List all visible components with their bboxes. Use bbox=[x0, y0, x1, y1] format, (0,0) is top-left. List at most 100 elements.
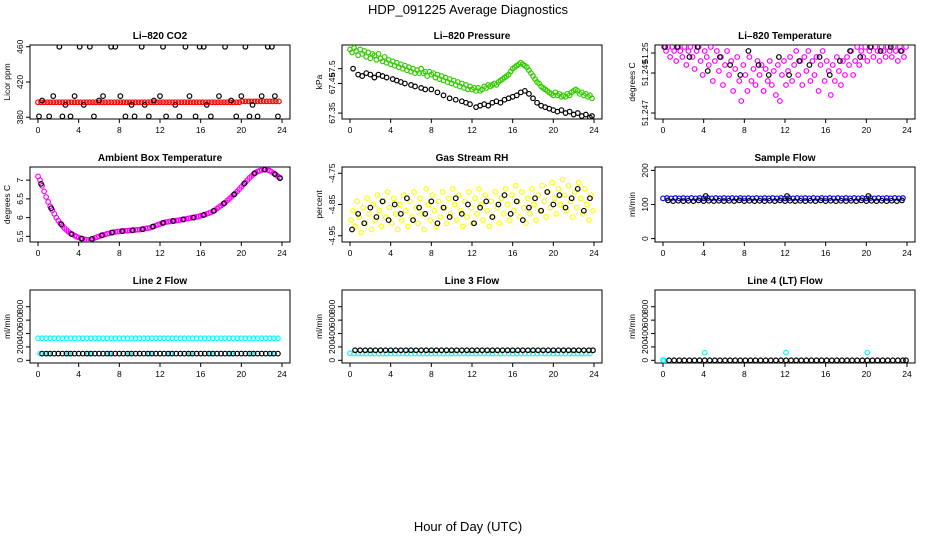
data-point bbox=[47, 99, 54, 106]
data-point bbox=[758, 62, 765, 68]
series-line bbox=[349, 185, 593, 233]
x-tick-label: 8 bbox=[429, 125, 434, 135]
data-point bbox=[186, 93, 193, 99]
data-point bbox=[182, 45, 189, 50]
data-point bbox=[494, 204, 501, 211]
data-point bbox=[901, 54, 907, 60]
series-avg bbox=[348, 176, 596, 236]
data-point bbox=[120, 99, 127, 106]
data-point bbox=[181, 99, 188, 106]
series-line bbox=[666, 357, 909, 363]
data-point bbox=[772, 357, 779, 363]
data-point bbox=[892, 48, 899, 54]
data-point bbox=[56, 99, 63, 106]
data-point bbox=[745, 48, 752, 54]
data-point bbox=[495, 201, 502, 208]
data-point bbox=[504, 201, 511, 208]
data-point bbox=[858, 48, 865, 54]
data-point bbox=[512, 182, 519, 189]
panel-sample_flow: Sample Flow ml/min 0 4 8 12 16 20 24 0 100 200 bbox=[627, 153, 916, 258]
data-point bbox=[803, 68, 810, 74]
panel-line2_flow: Line 2 Flow ml/min 0 4 8 12 16 20 24 0 20040060080… bbox=[2, 276, 291, 379]
data-point bbox=[696, 357, 703, 363]
data-point bbox=[707, 45, 714, 50]
data-point bbox=[48, 205, 55, 212]
data-point bbox=[45, 350, 52, 357]
data-point bbox=[434, 220, 441, 227]
x-tick-label: 4 bbox=[388, 125, 393, 135]
data-point bbox=[193, 99, 200, 106]
data-point bbox=[239, 98, 246, 105]
data-point bbox=[525, 195, 531, 202]
data-point bbox=[856, 62, 863, 68]
data-point bbox=[496, 220, 503, 227]
data-point bbox=[187, 99, 194, 106]
data-point bbox=[558, 107, 565, 114]
data-point bbox=[717, 357, 723, 363]
data-point bbox=[276, 98, 282, 105]
data-point bbox=[553, 210, 560, 217]
data-point bbox=[80, 102, 87, 108]
x-tick-label: 24 bbox=[902, 248, 912, 258]
data-point bbox=[899, 197, 905, 204]
data-point bbox=[122, 113, 129, 119]
data-point bbox=[245, 98, 252, 105]
data-point bbox=[422, 210, 429, 217]
data-point bbox=[416, 204, 423, 211]
data-point bbox=[135, 99, 142, 106]
data-point bbox=[190, 99, 197, 106]
data-point bbox=[842, 72, 848, 78]
y-tick-label: 400 bbox=[327, 326, 337, 340]
data-point bbox=[697, 58, 704, 64]
data-point bbox=[706, 357, 713, 363]
data-point bbox=[746, 54, 753, 60]
data-point bbox=[827, 92, 834, 98]
data-point bbox=[228, 97, 235, 104]
data-point bbox=[200, 45, 207, 50]
data-point bbox=[218, 99, 224, 106]
data-point bbox=[486, 223, 493, 230]
y-tick-label: 0 bbox=[327, 358, 337, 363]
data-point bbox=[798, 357, 805, 363]
data-point bbox=[711, 58, 718, 64]
x-tick-label: 16 bbox=[508, 248, 518, 258]
y-axis-label: ml/min bbox=[627, 192, 637, 217]
data-point bbox=[667, 54, 674, 60]
data-point bbox=[781, 58, 787, 64]
data-point bbox=[86, 99, 93, 106]
data-point bbox=[88, 236, 95, 242]
data-point bbox=[248, 98, 255, 105]
data-point bbox=[433, 223, 440, 230]
data-point bbox=[765, 72, 772, 78]
data-point bbox=[464, 214, 470, 220]
data-point bbox=[145, 113, 152, 119]
data-point bbox=[452, 195, 459, 202]
data-point bbox=[266, 98, 273, 105]
data-point bbox=[734, 54, 741, 60]
data-point bbox=[109, 229, 116, 236]
data-point bbox=[501, 192, 508, 199]
data-point bbox=[803, 357, 810, 363]
data-point bbox=[428, 86, 435, 93]
data-point bbox=[831, 78, 838, 84]
data-point bbox=[671, 48, 678, 54]
data-point bbox=[394, 226, 401, 233]
data-point bbox=[149, 223, 156, 230]
data-point bbox=[242, 98, 249, 105]
y-axis-label: degrees C bbox=[2, 185, 12, 224]
data-point bbox=[483, 198, 490, 205]
data-point bbox=[71, 93, 78, 99]
data-point bbox=[355, 210, 362, 217]
data-point bbox=[549, 179, 556, 186]
data-point bbox=[737, 357, 744, 363]
data-point bbox=[364, 195, 371, 202]
y-tick-label: 200 bbox=[640, 163, 650, 177]
data-point bbox=[457, 207, 464, 214]
data-point bbox=[589, 95, 595, 102]
y-tick-label: 800 bbox=[15, 299, 25, 313]
data-point bbox=[898, 48, 904, 54]
data-point bbox=[443, 220, 450, 227]
x-tick-label: 12 bbox=[780, 125, 790, 135]
data-point bbox=[366, 210, 373, 217]
data-point bbox=[163, 113, 169, 119]
